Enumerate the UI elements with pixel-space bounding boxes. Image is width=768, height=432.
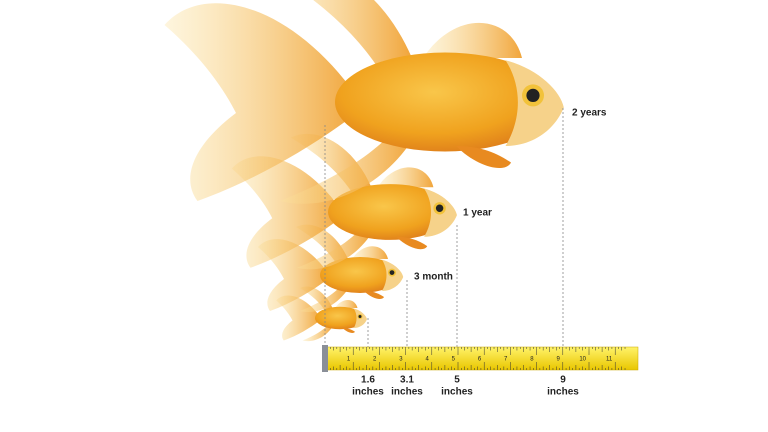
size-unit: inches bbox=[441, 387, 473, 398]
tape-body bbox=[324, 346, 639, 371]
size-value: 1.6 bbox=[361, 375, 375, 386]
size-value: 9 bbox=[560, 375, 566, 386]
stage-label: 2 years bbox=[572, 108, 607, 119]
tape-number: 6 bbox=[478, 357, 482, 363]
size-unit: inches bbox=[391, 387, 423, 398]
tape-number: 1 bbox=[347, 357, 351, 363]
fish-group bbox=[164, 0, 564, 342]
tape-hook bbox=[322, 345, 328, 372]
stage-label: 3 month bbox=[414, 272, 453, 283]
tape-number: 8 bbox=[530, 357, 534, 363]
tape-number: 9 bbox=[556, 357, 560, 363]
tape-number: 4 bbox=[425, 357, 429, 363]
tape-measure: 1 2 3 4 5 6 7 8 9 10 11 bbox=[322, 345, 639, 372]
tape-number: 5 bbox=[452, 357, 456, 363]
tape-number: 10 bbox=[579, 357, 586, 363]
tape-number: 2 bbox=[373, 357, 377, 363]
tape-number: 7 bbox=[504, 357, 508, 363]
stage-label: 1 year bbox=[463, 208, 492, 219]
guides bbox=[324, 108, 564, 347]
size-value: 5 bbox=[454, 375, 460, 386]
tape-number: 3 bbox=[399, 357, 403, 363]
size-unit: inches bbox=[547, 387, 579, 398]
size-unit: inches bbox=[352, 387, 384, 398]
tape-number: 11 bbox=[606, 357, 613, 363]
size-value: 3.1 bbox=[400, 375, 414, 386]
fish bbox=[164, 0, 564, 204]
